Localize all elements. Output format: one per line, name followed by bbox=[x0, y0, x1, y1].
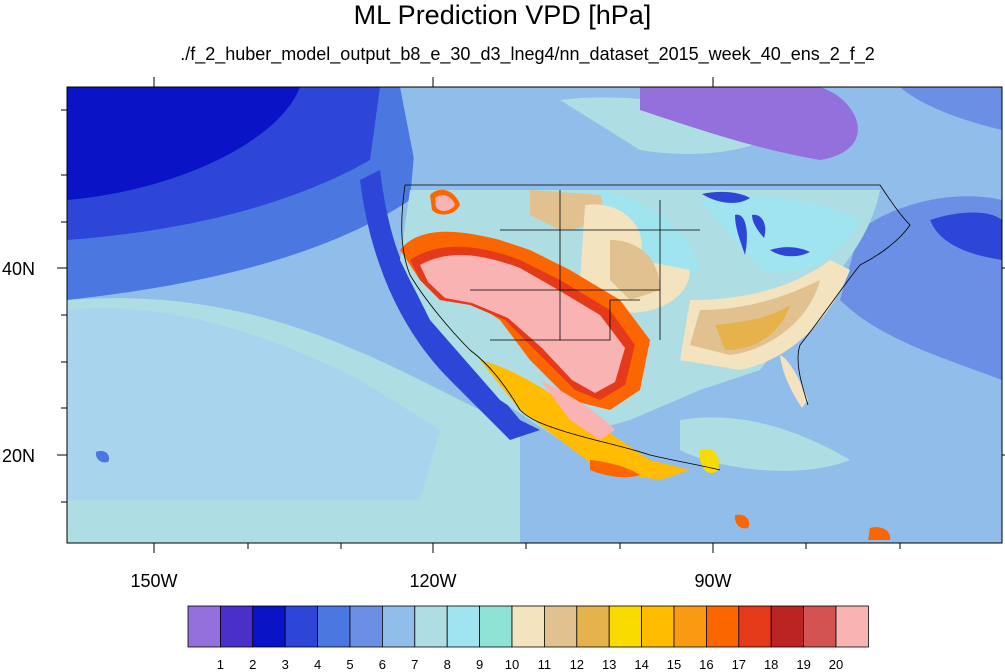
colorbar-swatch bbox=[803, 605, 837, 648]
colorbar-label: 5 bbox=[346, 657, 353, 672]
map-subtitle: ./f_2_huber_model_output_b8_e_30_d3_lneg… bbox=[180, 44, 875, 64]
colorbar-label: 12 bbox=[570, 657, 584, 672]
colorbar-swatch bbox=[673, 605, 707, 648]
axis-ticks bbox=[57, 77, 1005, 553]
colorbar-label: 13 bbox=[602, 657, 616, 672]
colorbar-swatch bbox=[835, 605, 869, 648]
lat-label-20n: 20N bbox=[2, 446, 35, 466]
colorbar-label: 1 bbox=[217, 657, 224, 672]
lon-label-150w: 150W bbox=[130, 571, 177, 591]
colorbar-swatch bbox=[219, 605, 254, 648]
colorbar: 1 2 3 4 5 6 7 8 9 10 11 12 13 14 15 16 17 18 19 20 bbox=[187, 605, 869, 672]
colorbar-label: 6 bbox=[379, 657, 386, 672]
lon-label-90w: 90W bbox=[694, 571, 731, 591]
colorbar-label: 9 bbox=[476, 657, 483, 672]
colorbar-swatch bbox=[608, 605, 643, 648]
colorbar-swatch bbox=[641, 605, 675, 648]
colorbar-swatch bbox=[349, 605, 383, 648]
colorbar-label: 20 bbox=[829, 657, 843, 672]
colorbar-swatch bbox=[706, 605, 740, 648]
colorbar-swatch bbox=[770, 605, 805, 648]
colorbar-swatch bbox=[414, 605, 448, 648]
colorbar-swatch bbox=[187, 605, 221, 648]
colorbar-swatch bbox=[738, 605, 772, 648]
colorbar-label: 7 bbox=[411, 657, 418, 672]
colorbar-swatch bbox=[479, 605, 513, 648]
colorbar-label: 14 bbox=[634, 657, 648, 672]
lat-label-40n: 40N bbox=[2, 259, 35, 279]
colorbar-label: 10 bbox=[505, 657, 519, 672]
colorbar-label: 8 bbox=[444, 657, 451, 672]
vpd-field bbox=[67, 87, 1002, 543]
colorbar-label: 15 bbox=[667, 657, 681, 672]
colorbar-swatch bbox=[446, 605, 481, 648]
colorbar-swatch bbox=[252, 605, 286, 648]
colorbar-label: 18 bbox=[764, 657, 778, 672]
map-title: ML Prediction VPD [hPa] bbox=[353, 0, 652, 30]
colorbar-swatch bbox=[511, 605, 545, 648]
colorbar-label: 19 bbox=[796, 657, 810, 672]
lon-label-120w: 120W bbox=[409, 571, 456, 591]
coastlines bbox=[401, 184, 911, 471]
colorbar-label: 17 bbox=[732, 657, 746, 672]
colorbar-swatch bbox=[544, 605, 578, 648]
colorbar-swatch bbox=[317, 605, 351, 648]
colorbar-label: 16 bbox=[699, 657, 713, 672]
colorbar-label: 11 bbox=[538, 657, 552, 672]
colorbar-label: 4 bbox=[314, 657, 321, 672]
colorbar-label: 3 bbox=[282, 657, 289, 672]
colorbar-swatch bbox=[381, 605, 416, 648]
colorbar-label: 2 bbox=[249, 657, 256, 672]
colorbar-swatch bbox=[576, 605, 610, 648]
colorbar-swatch bbox=[284, 605, 319, 648]
